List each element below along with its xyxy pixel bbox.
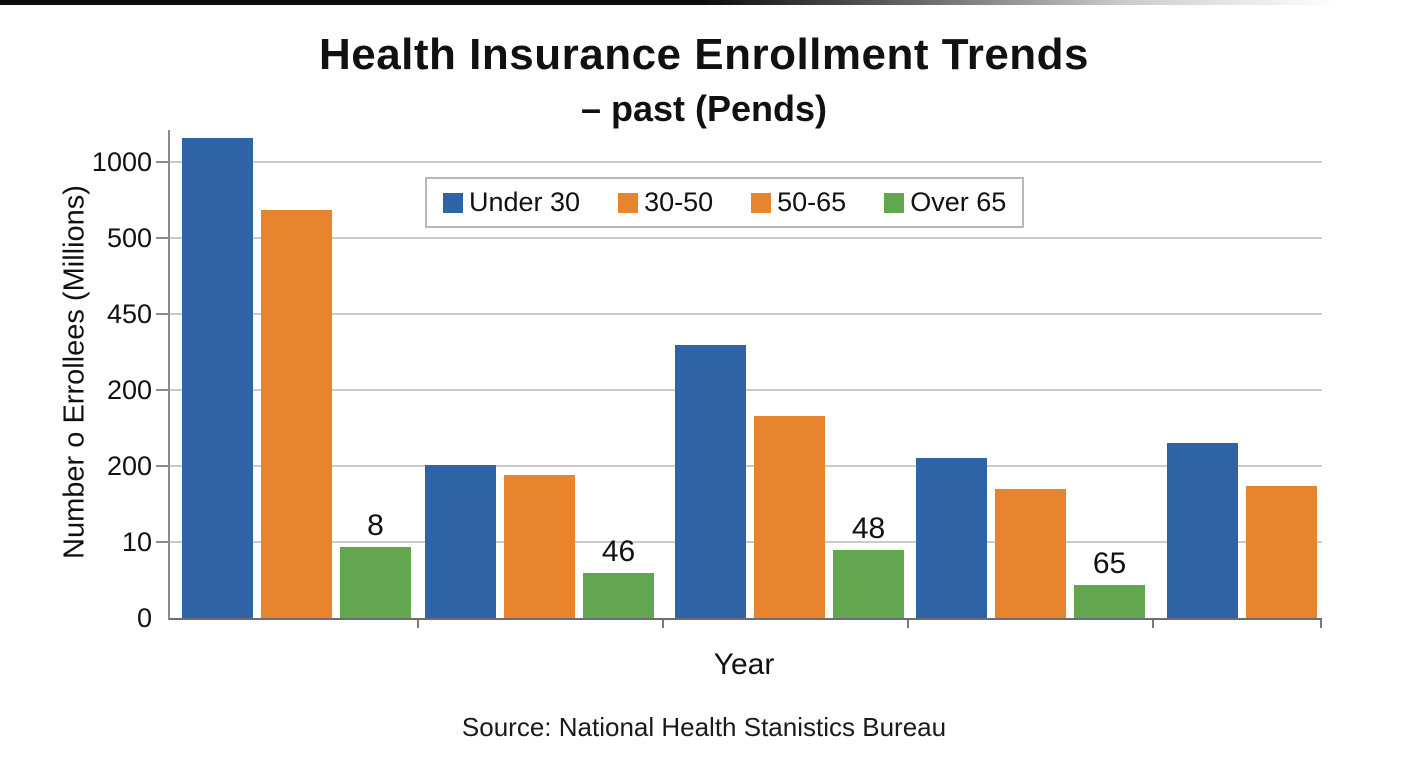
y-axis-tick-mark	[156, 541, 168, 544]
bar-under-30	[916, 458, 987, 618]
x-axis-tick-mark	[907, 620, 909, 628]
y-axis-tick-value: 200	[106, 375, 152, 406]
bar-30-50	[261, 210, 332, 618]
legend-swatch-50-65	[751, 192, 772, 213]
bar-30-50	[1246, 486, 1317, 618]
y-axis-tick-mark	[156, 465, 168, 467]
bar-30-50	[995, 489, 1066, 618]
legend-label: 50-65	[777, 187, 847, 217]
y-axis-tick-value: 450	[106, 298, 152, 329]
y-axis-tick-mark	[156, 389, 168, 392]
source-attribution: Source: National Health Stanistics Burea…	[461, 712, 947, 742]
bar-over-65	[833, 550, 904, 618]
gridline	[170, 465, 1322, 467]
plot-area: 8 46 48 65	[156, 130, 1322, 628]
bar-over-65	[583, 573, 654, 618]
gridline	[170, 161, 1322, 164]
y-axis-tick-labels: 0 10 200 200 450 500 1000	[0, 130, 152, 633]
bar-value-label: 8	[367, 509, 384, 542]
legend-swatch-30-50	[618, 192, 639, 213]
gridline	[170, 237, 1322, 239]
bar-under-30	[1167, 443, 1238, 618]
legend-swatch-over-65	[884, 192, 905, 213]
bar-30-50	[754, 416, 825, 618]
y-axis-tick-value: 500	[106, 223, 152, 253]
y-axis-tick-value: 10	[121, 527, 152, 558]
bar-value-label: 46	[601, 535, 636, 568]
chart-subtitle: – past (Pends)	[580, 88, 828, 129]
y-axis-tick-value: 200	[106, 451, 152, 481]
legend-item: 50-65	[751, 187, 846, 218]
y-axis-tick-value: 0	[136, 603, 152, 633]
gridline	[170, 541, 1322, 544]
top-edge-artifact-strip	[0, 0, 1408, 5]
legend-label: 30-50	[644, 187, 714, 217]
y-axis-tick-mark	[156, 312, 168, 315]
legend-label: Under 30	[469, 187, 581, 217]
x-axis-tick-mark	[662, 620, 664, 628]
y-axis-tick-mark	[156, 237, 168, 239]
chart-legend: Under 30 30-50 50-65 Over 65	[425, 177, 1025, 228]
bar-value-label: 65	[1092, 547, 1127, 580]
bar-over-65	[1074, 585, 1145, 618]
bar-value-label: 48	[851, 512, 886, 545]
x-axis-tick-mark	[1152, 620, 1154, 628]
bar-under-30	[182, 138, 253, 618]
legend-item: Under 30	[443, 187, 580, 218]
x-axis-title: Year	[713, 648, 775, 681]
legend-item: 30-50	[618, 187, 713, 218]
bar-under-30	[675, 345, 746, 618]
gridline	[170, 389, 1322, 392]
y-axis-tick-value: 1000	[91, 147, 152, 178]
legend-label: Over 65	[910, 187, 1007, 217]
legend-swatch-under-30	[443, 192, 463, 213]
bar-30-50	[504, 475, 575, 618]
legend-item: Over 65	[884, 187, 1006, 218]
gridline	[170, 312, 1322, 315]
y-axis-tick-mark	[156, 161, 168, 164]
bar-under-30	[425, 465, 496, 618]
x-axis-tick-mark	[417, 620, 419, 628]
bar-over-65	[340, 547, 411, 618]
chart-title: Health Insurance Enrollment Trends	[318, 30, 1090, 79]
x-axis-tick-mark	[1320, 620, 1322, 628]
